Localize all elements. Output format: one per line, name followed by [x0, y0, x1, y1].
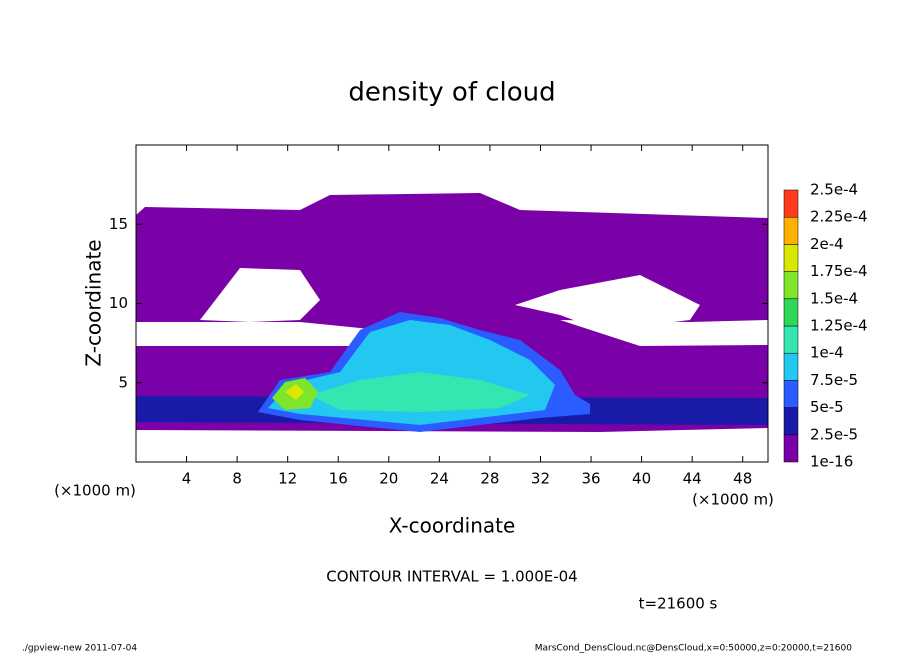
time-label: t=21600 s: [639, 595, 718, 613]
x-unit-label: (×1000 m): [54, 482, 136, 500]
x-tick-label: 12: [278, 470, 297, 488]
colorbar-box: [783, 325, 799, 354]
x-tick-label: 48: [733, 470, 752, 488]
x-tick-label: 32: [531, 470, 550, 488]
colorbar-box: [783, 189, 799, 218]
x-tick-label: 20: [379, 470, 398, 488]
colorbar-box: [783, 271, 799, 300]
x-unit-label: (×1000 m): [692, 491, 774, 509]
y-tick-label: 5: [118, 373, 128, 391]
colorbar-box: [783, 407, 799, 436]
colorbar-label: 5e-5: [810, 398, 844, 416]
colorbar-label: 2e-4: [810, 235, 844, 253]
colorbar-box: [783, 216, 799, 245]
footer-left: ./gpview-new 2011-07-04: [22, 644, 137, 654]
x-tick-label: 8: [232, 470, 242, 488]
y-axis-label: Z-coordinate: [82, 239, 106, 366]
x-tick-label: 16: [329, 470, 348, 488]
y-tick-label: 10: [109, 294, 128, 312]
colorbar-label: 1.25e-4: [810, 317, 868, 335]
x-axis-label: X-coordinate: [389, 514, 516, 538]
colorbar-box: [783, 298, 799, 327]
colorbar-box: [783, 244, 799, 272]
colorbar-label: 1.5e-4: [810, 289, 858, 307]
x-tick-label: 44: [683, 470, 702, 488]
x-tick-label: 4: [182, 470, 192, 488]
colorbar-label: 2.5e-4: [810, 181, 858, 199]
colorbar-label: 7.5e-5: [810, 371, 858, 389]
x-tick-label: 28: [480, 470, 499, 488]
colorbar-label: 2.5e-5: [810, 425, 858, 443]
colorbar-label: 1.75e-4: [810, 262, 868, 280]
colorbar-label: 2.25e-4: [810, 208, 868, 226]
colorbar-box: [783, 380, 799, 408]
contour-interval: CONTOUR INTERVAL = 1.000E-04: [326, 568, 577, 586]
x-tick-label: 24: [430, 470, 449, 488]
contour-field: [136, 193, 768, 432]
colorbar-box: [783, 352, 799, 381]
y-tick-label: 15: [109, 215, 128, 233]
colorbar-label: 1e-16: [810, 453, 853, 471]
x-tick-label: 40: [632, 470, 651, 488]
footer-right: MarsCond_DensCloud.nc@DensCloud,x=0:5000…: [535, 644, 852, 654]
colorbar-box: [783, 434, 799, 463]
chart-title: density of cloud: [348, 78, 555, 108]
x-tick-label: 36: [581, 470, 600, 488]
colorbar-label: 1e-4: [810, 344, 844, 362]
